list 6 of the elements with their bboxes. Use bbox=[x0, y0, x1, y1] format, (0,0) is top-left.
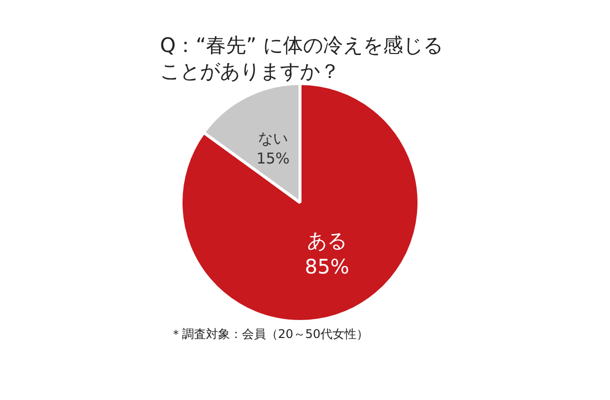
data-label: 15% bbox=[256, 149, 290, 168]
text: ＊調査対象：会員（20～50代女性） bbox=[170, 326, 370, 343]
slice-label: ない bbox=[258, 129, 288, 148]
chart-title: Q：“春先” に体の冷えを感じることがありますか？ bbox=[160, 32, 444, 84]
slice-label: ある bbox=[307, 228, 348, 253]
data-label: 85% bbox=[304, 254, 350, 279]
